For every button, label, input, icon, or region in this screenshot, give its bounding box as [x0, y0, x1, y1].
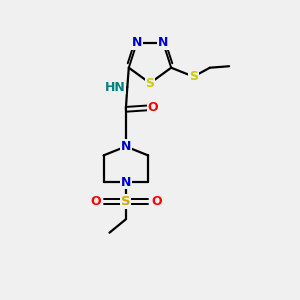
Text: S: S — [189, 70, 198, 83]
Text: S: S — [121, 195, 130, 208]
Text: HN: HN — [105, 80, 126, 94]
Text: N: N — [132, 36, 142, 49]
Text: N: N — [121, 176, 131, 189]
Text: O: O — [90, 195, 101, 208]
Text: N: N — [158, 36, 168, 49]
Text: N: N — [121, 140, 131, 153]
Text: O: O — [151, 195, 162, 208]
Text: O: O — [147, 101, 158, 114]
Text: S: S — [146, 76, 154, 90]
